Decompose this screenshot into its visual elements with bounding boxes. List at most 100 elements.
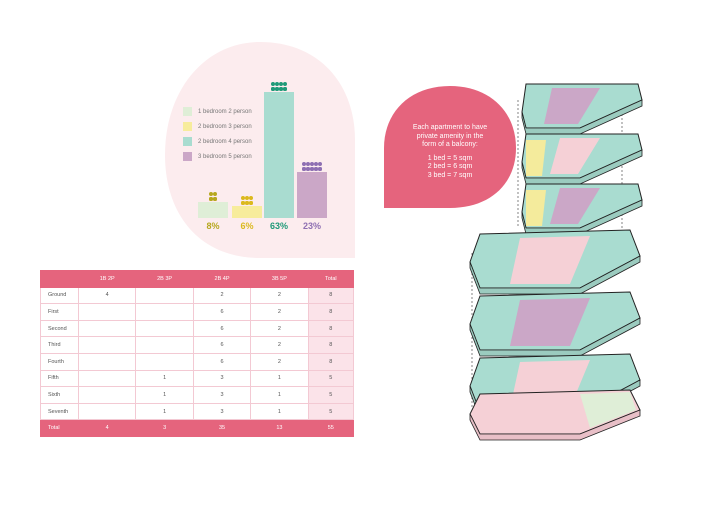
floor-label: Sixth	[40, 386, 79, 404]
table-cell: 3	[192, 369, 252, 388]
header-cell: 1B 2P	[77, 270, 137, 288]
header-cell: Total	[307, 270, 355, 288]
table-cell: 2	[250, 303, 309, 321]
floor-plate-seventh	[521, 83, 643, 135]
floor-label: Fifth	[40, 369, 79, 388]
floor-stack-axonometric	[469, 83, 643, 441]
footer-cell: 55	[307, 419, 355, 437]
bar-percent-label: 23%	[302, 221, 321, 231]
callout-text: Each apartment to have private amenity i…	[386, 124, 514, 181]
table-cell: 2	[250, 319, 309, 338]
table-cell: 5	[307, 402, 355, 421]
table-cell	[77, 336, 137, 354]
table-cell	[77, 386, 137, 404]
table-cell: 2	[250, 336, 309, 354]
table-row: Fifth 1 3 1 5	[40, 369, 355, 388]
people-icon	[241, 196, 253, 205]
legend-label: 1 bedroom 2 person	[198, 108, 252, 115]
legend-item: 1 bedroom 2 person	[183, 104, 252, 119]
bar-percent-label: 6%	[240, 221, 254, 231]
table-cell: 8	[307, 303, 355, 321]
table-cell	[77, 402, 137, 421]
table-cell: 1	[135, 402, 194, 421]
footer-cell: 3	[135, 419, 194, 437]
floor-label: Second	[40, 319, 79, 338]
legend-item: 2 bedroom 3 person	[183, 119, 252, 134]
bar-percent-label: 63%	[269, 221, 288, 231]
legend-swatch	[183, 137, 192, 146]
floor-label: Fourth	[40, 352, 79, 371]
floor-plate-fourth	[469, 229, 641, 295]
table-cell: 2	[192, 286, 252, 305]
table-cell: 2	[250, 286, 309, 305]
table-cell	[77, 319, 137, 338]
table-cell: 2	[250, 352, 309, 371]
callout-line: form of a balcony:	[422, 141, 478, 149]
table-header-row: 1B 2P 2B 3P 2B 4P 3B 5P Total	[40, 270, 355, 288]
legend-swatch	[183, 122, 192, 131]
table-cell: 3	[192, 402, 252, 421]
floor-plate-fifth	[521, 183, 643, 235]
table-cell: 1	[250, 386, 309, 404]
people-icon	[209, 192, 217, 201]
table-cell	[77, 303, 137, 321]
legend-swatch	[183, 107, 192, 116]
table-cell	[77, 352, 137, 371]
bar-percent-label: 8%	[206, 221, 220, 231]
bar-1	[198, 202, 228, 218]
table-row: Seventh 1 3 1 5	[40, 402, 355, 421]
table-cell	[135, 319, 194, 338]
floor-plate-sixth	[521, 133, 643, 185]
legend-label: 3 bedroom 5 person	[198, 153, 252, 160]
table-cell	[135, 286, 194, 305]
floor-label: Third	[40, 336, 79, 354]
table-row: Third 6 2 8	[40, 336, 355, 354]
unit-schedule-table: 1B 2P 2B 3P 2B 4P 3B 5P Total Ground 4 2…	[40, 270, 355, 437]
table-cell: 6	[192, 319, 252, 338]
table-cell: 1	[135, 386, 194, 404]
legend-item: 2 bedroom 4 person	[183, 134, 252, 149]
header-cell: 2B 3P	[135, 270, 194, 288]
legend-label: 2 bedroom 3 person	[198, 123, 252, 130]
people-icon	[271, 82, 287, 91]
callout-bed-1: 1 bed = 5 sqm	[427, 154, 473, 162]
header-cell: 2B 4P	[192, 270, 252, 288]
bar-4	[297, 172, 327, 218]
table-cell: 8	[307, 286, 355, 305]
table-row: Second 6 2 8	[40, 319, 355, 338]
table-row: Sixth 1 3 1 5	[40, 386, 355, 404]
table-cell: 1	[250, 402, 309, 421]
table-cell: 1	[135, 369, 194, 388]
footer-cell: Total	[40, 419, 79, 437]
legend-item: 3 bedroom 5 person	[183, 149, 252, 164]
table-cell	[77, 369, 137, 388]
floor-label: Seventh	[40, 402, 79, 421]
floor-plate-ground	[469, 389, 641, 441]
table-row: First 6 2 8	[40, 303, 355, 321]
legend-label: 2 bedroom 4 person	[198, 138, 252, 145]
table-cell: 5	[307, 386, 355, 404]
footer-cell: 35	[192, 419, 252, 437]
table-cell: 6	[192, 303, 252, 321]
legend-swatch	[183, 152, 192, 161]
footer-cell: 4	[77, 419, 137, 437]
header-cell: 3B 5P	[250, 270, 309, 288]
bar-3	[264, 92, 294, 218]
table-cell	[135, 336, 194, 354]
callout-bed-3: 3 bed = 7 sqm	[427, 171, 473, 179]
table-cell: 3	[192, 386, 252, 404]
table-cell: 6	[192, 336, 252, 354]
table-cell: 5	[307, 369, 355, 388]
table-row: Fourth 6 2 8	[40, 352, 355, 371]
callout-line: private amenity in the	[416, 132, 484, 140]
callout-line: Each apartment to have	[412, 124, 488, 131]
people-icon	[302, 162, 322, 171]
header-cell	[40, 270, 79, 288]
table-cell: 8	[307, 319, 355, 338]
table-cell: 6	[192, 352, 252, 371]
callout-bubble	[384, 86, 516, 208]
footer-cell: 13	[250, 419, 309, 437]
bar-2	[232, 206, 262, 218]
chart-legend: 1 bedroom 2 person 2 bedroom 3 person 2 …	[183, 104, 252, 164]
